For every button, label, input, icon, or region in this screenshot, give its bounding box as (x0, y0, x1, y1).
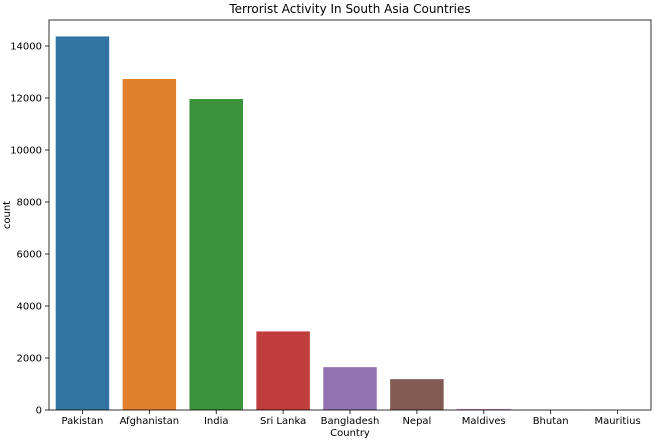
x-tick-label: Bangladesh (321, 416, 380, 427)
y-tick-label: 14000 (10, 42, 42, 53)
y-tick-label: 6000 (17, 250, 42, 261)
bar-afghanistan (122, 78, 177, 410)
x-tick-label: Afghanistan (120, 416, 180, 427)
bar-india (189, 99, 243, 410)
x-tick-label: India (204, 416, 229, 427)
y-axis-label: count (2, 201, 13, 229)
x-axis-label: Country (330, 428, 370, 439)
bar-maldives (457, 408, 511, 410)
bars-group (55, 36, 645, 410)
y-tick-label: 4000 (17, 302, 42, 313)
bar-nepal (390, 379, 444, 410)
y-tick-label: 10000 (10, 146, 42, 157)
plot-frame (48, 19, 652, 411)
y-tick-label: 12000 (10, 94, 42, 105)
bar-bangladesh (323, 367, 377, 410)
y-tick-label: 8000 (17, 198, 42, 209)
x-tick-label: Mauritius (594, 416, 640, 427)
bar-pakistan (55, 36, 110, 410)
y-axis-ticks: 0 2000 4000 6000 8000 10000 12000 14000 (10, 42, 49, 417)
y-tick-label: 0 (36, 406, 42, 417)
x-tick-label: Sri Lanka (260, 416, 306, 427)
y-tick-label: 2000 (17, 354, 42, 365)
x-tick-label: Nepal (402, 416, 431, 427)
x-tick-label: Bhutan (533, 416, 569, 427)
bar-sri-lanka (256, 331, 310, 410)
x-tick-label: Maldives (462, 416, 506, 427)
x-axis-ticks: Pakistan Afghanistan India Sri Lanka Banglad… (62, 410, 641, 427)
x-tick-label: Pakistan (62, 416, 104, 427)
chart-title: Terrorist Activity In South Asia Countri… (228, 2, 470, 16)
